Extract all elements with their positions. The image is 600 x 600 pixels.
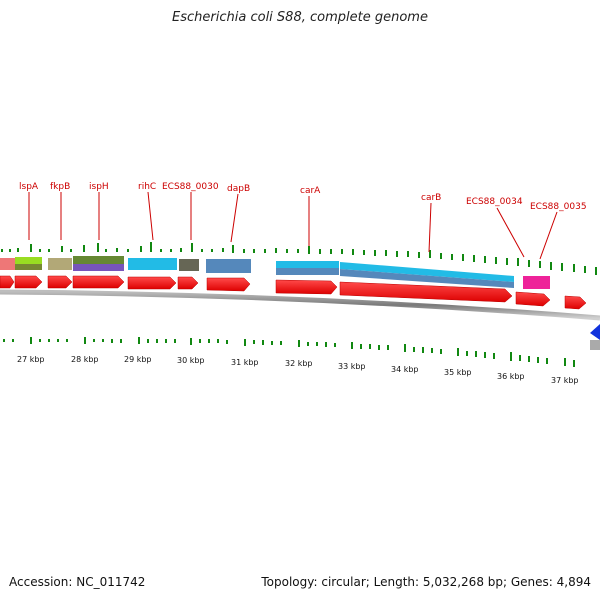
scale-label-31kbp: 31 kbp bbox=[231, 358, 259, 367]
cds-arrow bbox=[339, 281, 513, 303]
feature-block bbox=[276, 261, 339, 268]
feature-block bbox=[340, 262, 514, 282]
gene-label-ECS88_0030: ECS88_0030 bbox=[162, 182, 219, 192]
blue-feature-marker bbox=[590, 324, 600, 340]
scale-label-33kbp: 33 kbp bbox=[338, 362, 366, 371]
gene-label-leaders bbox=[28, 191, 558, 260]
cds-arrow bbox=[564, 295, 587, 310]
feature-block bbox=[15, 257, 42, 264]
cds-track bbox=[0, 275, 587, 310]
cds-arrow bbox=[47, 275, 73, 289]
cds-arrow bbox=[515, 291, 551, 307]
scale-label-35kbp: 35 kbp bbox=[444, 368, 472, 377]
feature-block bbox=[73, 256, 124, 264]
feature-block bbox=[128, 258, 177, 270]
scale-label-27kbp: 27 kbp bbox=[17, 355, 45, 364]
gene-label-dapB: dapB bbox=[227, 184, 250, 194]
feature-block bbox=[523, 276, 550, 289]
feature-track bbox=[0, 256, 550, 289]
scale-label-32kbp: 32 kbp bbox=[285, 359, 313, 368]
feature-block bbox=[15, 264, 42, 270]
gene-label-carA: carA bbox=[300, 186, 321, 196]
gene-label-carB: carB bbox=[421, 193, 441, 203]
genome-summary-text: Topology: circular; Length: 5,032,268 bp… bbox=[261, 575, 591, 589]
scale-labels: 27 kbp 28 kbp 29 kbp 30 kbp 31 kbp 32 kb… bbox=[17, 355, 579, 385]
scale-label-28kbp: 28 kbp bbox=[71, 355, 99, 364]
genome-title: Escherichia coli S88, complete genome bbox=[172, 10, 428, 25]
scale-label-34kbp: 34 kbp bbox=[391, 365, 419, 374]
scale-label-37kbp: 37 kbp bbox=[551, 376, 579, 385]
accession-text: Accession: NC_011742 bbox=[9, 575, 146, 589]
gene-label-fkpB: fkpB bbox=[50, 182, 70, 192]
feature-block bbox=[206, 259, 251, 273]
feature-block bbox=[340, 269, 514, 288]
feature-block bbox=[73, 264, 124, 271]
genome-backbone bbox=[0, 289, 600, 321]
gene-label-rihC: rihC bbox=[138, 182, 156, 192]
cds-arrow bbox=[0, 275, 15, 289]
gc-content-track-upper bbox=[1, 242, 597, 275]
feature-block bbox=[276, 268, 339, 275]
scale-label-36kbp: 36 kbp bbox=[497, 372, 525, 381]
cds-arrow bbox=[275, 279, 338, 295]
gene-label-ECS88_0035: ECS88_0035 bbox=[530, 202, 587, 212]
cds-arrow bbox=[14, 275, 43, 289]
scale-label-30kbp: 30 kbp bbox=[177, 356, 205, 365]
cds-arrow bbox=[127, 276, 177, 290]
gene-label-ispH: ispH bbox=[89, 182, 109, 192]
gene-label-ECS88_0034: ECS88_0034 bbox=[466, 197, 523, 207]
scale-label-29kbp: 29 kbp bbox=[124, 355, 152, 364]
feature-block bbox=[0, 258, 15, 270]
gc-skew-track-lower bbox=[3, 337, 575, 367]
cds-arrow bbox=[206, 277, 251, 292]
cds-arrow bbox=[177, 276, 199, 290]
gene-labels: lspA fkpB ispH rihC ECS88_0030 dapB carA… bbox=[19, 182, 587, 212]
cds-arrow bbox=[72, 275, 125, 289]
feature-block bbox=[48, 258, 72, 270]
feature-block bbox=[179, 259, 199, 271]
gene-label-lspA: lspA bbox=[19, 182, 39, 192]
